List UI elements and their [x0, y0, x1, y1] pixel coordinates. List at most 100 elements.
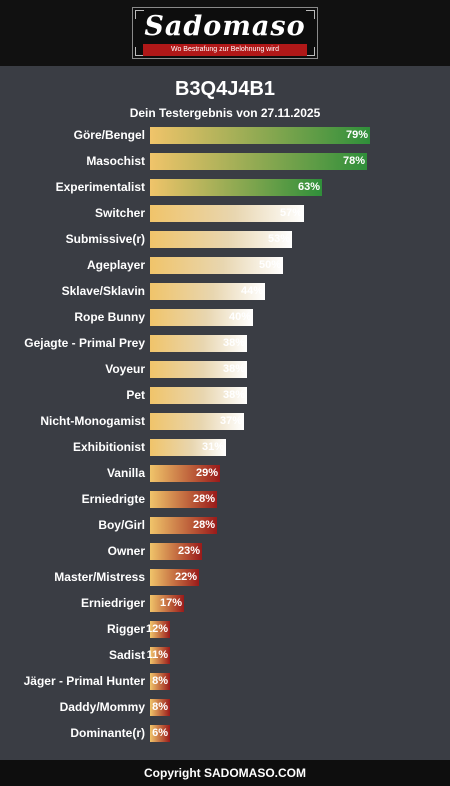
- result-bar: 63%: [150, 179, 322, 196]
- result-bar: 79%: [150, 127, 370, 144]
- result-label: Erniedriger: [80, 596, 145, 610]
- result-bar: 11%: [146, 647, 170, 664]
- result-bar: 38%: [150, 361, 247, 378]
- result-row: Submissive(r) 53%: [0, 230, 450, 248]
- result-date-subtitle: Dein Testergebnis von 27.11.2025: [129, 106, 321, 120]
- result-label: Sklave/Sklavin: [61, 284, 145, 298]
- result-code-title: B3Q4J4B1: [174, 78, 276, 100]
- result-bar: 8%: [150, 699, 170, 716]
- result-row: Sklave/Sklavin 44%: [0, 282, 450, 300]
- result-row: Vanilla 29%: [0, 464, 450, 482]
- result-row: Masochist 78%: [0, 152, 450, 170]
- result-row: Switcher 57%: [0, 204, 450, 222]
- result-bar: 8%: [150, 673, 170, 690]
- result-bar: 53%: [150, 231, 292, 248]
- result-bar: 6%: [150, 725, 170, 742]
- result-percentage: 50%: [258, 259, 281, 271]
- result-label: Ageplayer: [86, 258, 145, 272]
- result-label: Voyeur: [105, 362, 145, 376]
- result-bar: 44%: [150, 283, 265, 300]
- result-row: Exhibitionist 31%: [0, 438, 450, 456]
- result-row: Boy/Girl 28%: [0, 516, 450, 534]
- result-bar: 40%: [150, 309, 253, 326]
- result-bar: 17%: [150, 595, 184, 612]
- result-percentage: 38%: [222, 337, 245, 349]
- result-bar: 12%: [146, 621, 170, 638]
- result-percentage: 37%: [219, 415, 242, 427]
- result-label: Vanilla: [106, 466, 145, 480]
- result-bar: 31%: [150, 439, 226, 456]
- result-label: Pet: [126, 388, 145, 402]
- result-bar: 78%: [150, 153, 367, 170]
- result-row: Gejagte - Primal Prey 38%: [0, 334, 450, 352]
- result-bar: 28%: [150, 491, 217, 508]
- result-percentage: 44%: [240, 285, 263, 297]
- result-percentage: 57%: [279, 207, 302, 219]
- result-row: Pet 38%: [0, 386, 450, 404]
- result-row: Voyeur 38%: [0, 360, 450, 378]
- result-label: Jäger - Primal Hunter: [23, 674, 145, 688]
- result-row: Ageplayer 50%: [0, 256, 450, 274]
- result-percentage: 38%: [222, 389, 245, 401]
- result-label: Master/Mistress: [54, 570, 145, 584]
- result-percentage: 11%: [146, 649, 168, 661]
- result-label: Owner: [107, 544, 145, 558]
- result-label: Erniedrigte: [81, 492, 145, 506]
- result-bar: 22%: [150, 569, 199, 586]
- result-row: Erniedrigte 28%: [0, 490, 450, 508]
- result-label: Switcher: [94, 206, 145, 220]
- logo-ornament: [306, 10, 315, 19]
- result-percentage: 12%: [145, 623, 168, 635]
- result-percentage: 38%: [222, 363, 245, 375]
- result-percentage: 28%: [192, 519, 215, 531]
- result-percentage: 28%: [192, 493, 215, 505]
- result-row: Rope Bunny 40%: [0, 308, 450, 326]
- result-label: Boy/Girl: [98, 518, 145, 532]
- result-row: Owner 23%: [0, 542, 450, 560]
- result-row: Erniedriger 17%: [0, 594, 450, 612]
- logo-ornament: [135, 47, 144, 56]
- result-percentage: 23%: [177, 545, 200, 557]
- result-percentage: 78%: [342, 155, 365, 167]
- result-row: Daddy/Mommy 8%: [0, 698, 450, 716]
- result-bar: 28%: [150, 517, 217, 534]
- result-bar: 38%: [150, 335, 247, 352]
- result-label: Gejagte - Primal Prey: [24, 336, 145, 350]
- result-percentage: 6%: [152, 727, 168, 739]
- result-percentage: 63%: [297, 181, 320, 193]
- result-bar: 38%: [150, 387, 247, 404]
- result-row: Experimentalist 63%: [0, 178, 450, 196]
- top-bar: Sadomaso Wo Bestrafung zur Belohnung wir…: [0, 0, 450, 66]
- result-label: Experimentalist: [55, 180, 145, 194]
- result-percentage: 17%: [159, 597, 182, 609]
- result-percentage: 8%: [152, 675, 168, 687]
- result-row: Göre/Bengel 79%: [0, 126, 450, 144]
- result-row: Dominante(r) 6%: [0, 724, 450, 742]
- result-bar: 50%: [150, 257, 283, 274]
- result-label: Nicht-Monogamist: [40, 414, 145, 428]
- result-percentage: 79%: [345, 129, 368, 141]
- result-row: Master/Mistress 22%: [0, 568, 450, 586]
- logo-ornament: [135, 10, 144, 19]
- result-label: Daddy/Mommy: [59, 700, 145, 714]
- site-logo[interactable]: Sadomaso Wo Bestrafung zur Belohnung wir…: [132, 7, 318, 59]
- result-bar: 57%: [150, 205, 304, 222]
- logo-wordmark: Sadomaso: [144, 11, 306, 42]
- logo-tagline: Wo Bestrafung zur Belohnung wird: [143, 44, 307, 56]
- result-label: Dominante(r): [70, 726, 145, 740]
- result-row: Rigger 12%: [0, 620, 450, 638]
- result-percentage: 8%: [152, 701, 168, 713]
- result-percentage: 31%: [201, 441, 224, 453]
- result-percentage: 53%: [267, 233, 290, 245]
- result-row: Jäger - Primal Hunter 8%: [0, 672, 450, 690]
- result-percentage: 40%: [228, 311, 251, 323]
- result-label: Rope Bunny: [74, 310, 145, 324]
- footer-copyright[interactable]: Copyright SADOMASO.COM: [0, 760, 450, 786]
- result-label: Sadist: [108, 648, 145, 662]
- logo-ornament: [306, 47, 315, 56]
- result-label: Masochist: [86, 154, 145, 168]
- result-label: Submissive(r): [65, 232, 145, 246]
- result-label: Göre/Bengel: [73, 128, 145, 142]
- result-bar: 29%: [150, 465, 220, 482]
- result-row: Nicht-Monogamist 37%: [0, 412, 450, 430]
